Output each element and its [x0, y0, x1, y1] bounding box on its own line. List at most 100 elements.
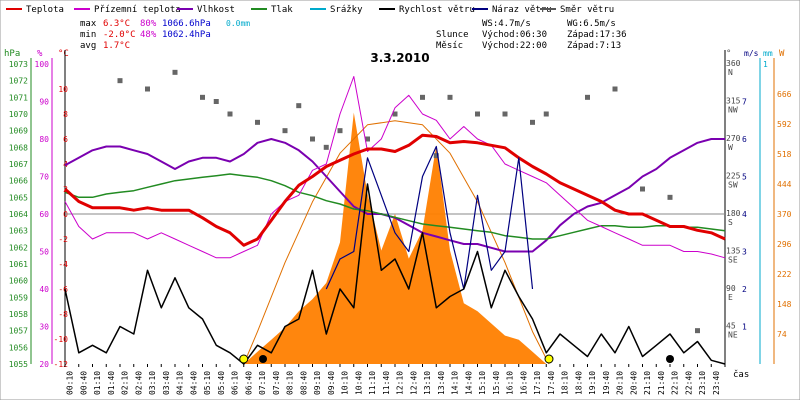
direction-tick: 90	[726, 284, 736, 293]
stat-min-press: 1062.4hPa	[162, 30, 211, 40]
x-tick-label: 05:10	[203, 371, 212, 395]
pressure-tick: 1063	[9, 227, 28, 236]
wind-speed-avg: WS:4.7m/s	[482, 19, 531, 29]
wind-direction-point	[145, 86, 150, 92]
wind-direction-point	[172, 69, 178, 75]
x-tick-label: 09:40	[327, 371, 336, 395]
direction-tick-label: N	[728, 68, 733, 77]
stat-min-label: min	[80, 30, 96, 40]
x-tick-label: 05:40	[217, 371, 226, 395]
x-tick-label: 10:40	[354, 371, 363, 395]
pressure-tick: 1059	[9, 293, 28, 302]
moon-rise: Východ:22:00	[482, 41, 547, 51]
direction-tick: 180	[726, 209, 741, 218]
pressure-tick: 1060	[9, 277, 28, 286]
humidity-tick: 90	[39, 98, 49, 107]
temperature-tick: -6	[58, 285, 68, 294]
x-tick-label: 21:10	[643, 371, 652, 395]
x-tick-label: 04:40	[189, 371, 198, 395]
wind-direction-point	[337, 128, 343, 134]
x-tick-label: 14:10	[451, 371, 460, 395]
x-tick-label: 07:40	[272, 371, 281, 395]
temperature-line	[63, 133, 726, 247]
stat-max-hum: 80%	[140, 19, 157, 29]
pressure-tick: 1064	[9, 210, 28, 219]
solar-tick: 222	[777, 270, 792, 279]
legend-label-5: Rychlost větru	[399, 5, 475, 15]
stat-min-temp: -2.0°C	[103, 30, 136, 40]
wind-direction-point	[365, 136, 370, 142]
x-tick-label: 15:10	[478, 371, 487, 395]
wind-speed-tick: 7	[742, 98, 747, 107]
axis-units: hPa % °C ° m/s mm W	[4, 49, 785, 59]
x-tick-label: 11:40	[382, 371, 391, 395]
pressure-tick: 1056	[9, 343, 28, 352]
wind-speed-tick: 4	[742, 210, 747, 219]
legend: Teplota Přízemní teplota Vlhkost Tlak Srážky…	[6, 5, 614, 15]
wind-direction-point	[310, 136, 315, 142]
x-tick-label: 20:40	[629, 371, 638, 395]
x-tick-label: 16:40	[519, 371, 528, 395]
x-tick-label: 08:40	[299, 371, 308, 395]
unit-degc: °C	[58, 49, 69, 59]
legend-label-0: Teplota	[26, 5, 64, 15]
pressure-tick: 1058	[9, 310, 28, 319]
wind-speed-tick: 1	[742, 323, 747, 332]
humidity-tick: 100	[35, 60, 50, 69]
direction-tick: 225	[726, 172, 741, 181]
x-tick-label: 01:10	[93, 371, 102, 395]
sunrise-marker	[239, 354, 249, 364]
temperature-tick: -4	[58, 260, 68, 269]
x-tick-label: 22:40	[684, 371, 693, 395]
x-ticks: 00:10 00:40 01:10 01:40 02:10 02:40 03:10 03:40…	[66, 371, 721, 395]
stat-min-hum: 48%	[140, 30, 157, 40]
wind-direction-point	[323, 144, 329, 150]
sun-moon-block: WS:4.7m/s WG:6.5m/s Slunce Východ:06:30 …	[436, 19, 627, 51]
wind-direction-point	[227, 111, 233, 117]
temperature-tick: 6	[63, 135, 68, 144]
wind-speed-line	[64, 183, 726, 365]
direction-tick: 135	[726, 247, 741, 256]
humidity-tick: 20	[39, 360, 49, 369]
x-tick-label: 12:10	[396, 371, 405, 395]
wind-direction-point	[640, 186, 645, 192]
x-tick-label: 03:40	[162, 371, 171, 395]
wind-direction-point	[117, 78, 123, 84]
stat-max-label: max	[80, 19, 97, 29]
unit-pct: %	[37, 49, 43, 59]
wind-direction-point	[213, 99, 219, 104]
pressure-tick: 1062	[9, 243, 28, 252]
wind-direction-point	[530, 119, 535, 125]
moonset-marker	[259, 355, 267, 363]
humidity-tick: 60	[39, 210, 49, 219]
x-tick-label: 10:10	[341, 371, 350, 395]
solar-theoretical-line	[243, 120, 550, 365]
x-tick-label: 07:10	[258, 371, 267, 395]
humidity-tick: 50	[39, 248, 49, 257]
wind-direction-point	[475, 111, 480, 117]
pressure-tick: 1070	[9, 110, 28, 119]
pressure-tick: 1066	[9, 177, 28, 186]
temperature-tick: -12	[54, 360, 69, 369]
direction-tick-label: S	[728, 218, 733, 227]
stats-block: max 6.3°C 80% 1066.6hPa 0.0mm min -2.0°C…	[80, 19, 250, 51]
temperature-tick: -8	[58, 310, 68, 319]
x-tick-label: 19:10	[588, 371, 597, 395]
pressure-line	[64, 173, 726, 240]
legend-label-2: Vlhkost	[197, 5, 235, 15]
x-tick-label: 13:10	[423, 371, 432, 395]
solar-tick: 444	[777, 180, 792, 189]
legend-label-3: Tlak	[271, 5, 293, 15]
humidity-tick: 80	[39, 135, 49, 144]
direction-tick: 45	[726, 322, 736, 331]
wind-direction-point	[200, 94, 205, 100]
plot-area	[63, 69, 726, 365]
temperature-tick: -2	[58, 235, 68, 244]
stat-max-rain: 0.0mm	[226, 19, 250, 28]
wind-direction-point	[695, 328, 700, 334]
x-tick-label: 08:10	[286, 371, 295, 395]
solar-tick: 592	[777, 120, 792, 129]
pressure-tick: 1072	[9, 77, 28, 86]
